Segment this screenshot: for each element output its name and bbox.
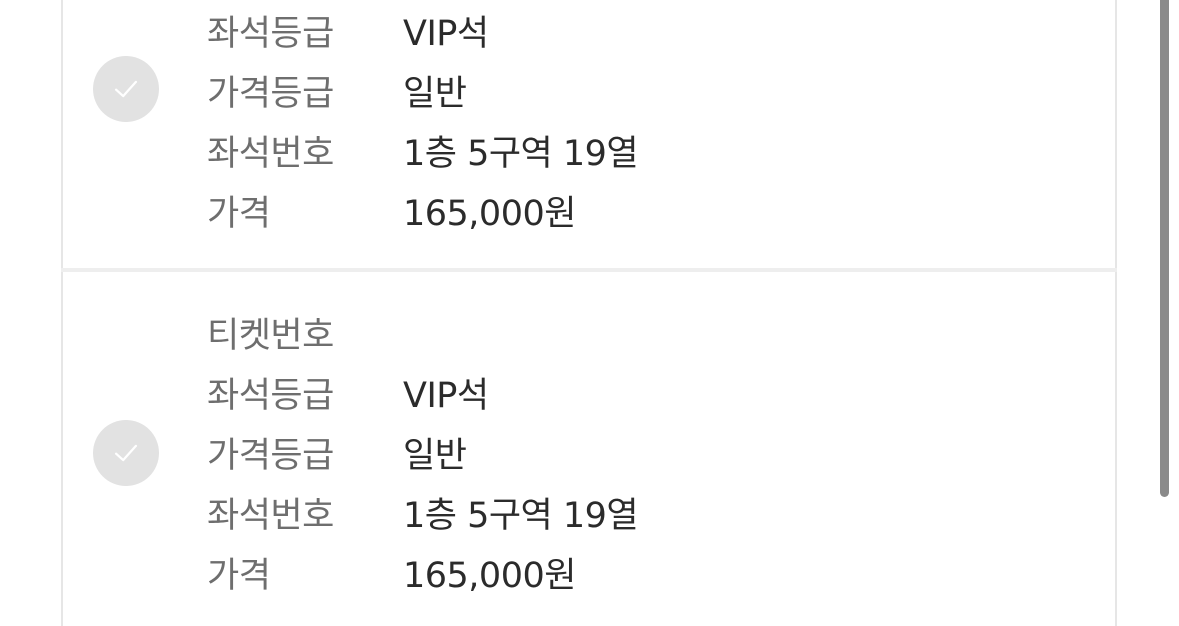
ticket-number-label: 티켓번호 [207,315,334,356]
seat-number-value: 1층 5구역 19열 [403,495,639,536]
seat-grade-label: 좌석등급 [207,13,334,54]
seat-grade-row: 좌석등급 VIP석 [207,0,638,60]
seat-grade-value: VIP석 [403,13,489,54]
price-grade-value: 일반 [403,73,467,114]
ticket-number-row: 티켓번호 [207,302,638,362]
scrollbar[interactable] [1160,0,1169,497]
seat-number-value: 1층 5구역 19열 [403,133,639,174]
price-grade-row: 가격등급 일반 [207,422,638,482]
card-right-border [1115,0,1117,626]
price-label: 가격 [207,193,271,234]
ticket-details: 좌석등급 VIP석 가격등급 일반 좌석번호 1층 5구역 19열 가격 165… [207,0,639,240]
seat-number-label: 좌석번호 [207,495,334,536]
price-row: 가격 165,000원 [207,180,638,240]
price-value: 165,000원 [403,555,576,596]
price-grade-label: 가격등급 [207,73,334,114]
check-icon [114,80,138,98]
ticket-details: 티켓번호 좌석등급 VIP석 가격등급 일반 좌석번호 1층 5구역 19열 가… [207,302,639,602]
check-icon [114,444,138,462]
ticket-card: 티켓번호 좌석등급 VIP석 가격등급 일반 좌석번호 1층 5구역 19열 가… [63,272,1115,626]
card-left-border [61,0,63,626]
ticket-card: 좌석등급 VIP석 가격등급 일반 좌석번호 1층 5구역 19열 가격 165… [63,0,1115,268]
seat-grade-label: 좌석등급 [207,375,334,416]
price-label: 가격 [207,555,271,596]
ticket-select-checkbox[interactable] [93,420,159,486]
price-grade-value: 일반 [403,435,467,476]
seat-grade-value: VIP석 [403,375,489,416]
price-grade-row: 가격등급 일반 [207,60,638,120]
ticket-divider [61,268,1117,272]
seat-grade-row: 좌석등급 VIP석 [207,362,638,422]
price-value: 165,000원 [403,193,576,234]
ticket-select-checkbox[interactable] [93,56,159,122]
price-row: 가격 165,000원 [207,542,638,602]
seat-number-row: 좌석번호 1층 5구역 19열 [207,120,639,180]
seat-number-label: 좌석번호 [207,133,334,174]
seat-number-row: 좌석번호 1층 5구역 19열 [207,482,639,542]
price-grade-label: 가격등급 [207,435,334,476]
